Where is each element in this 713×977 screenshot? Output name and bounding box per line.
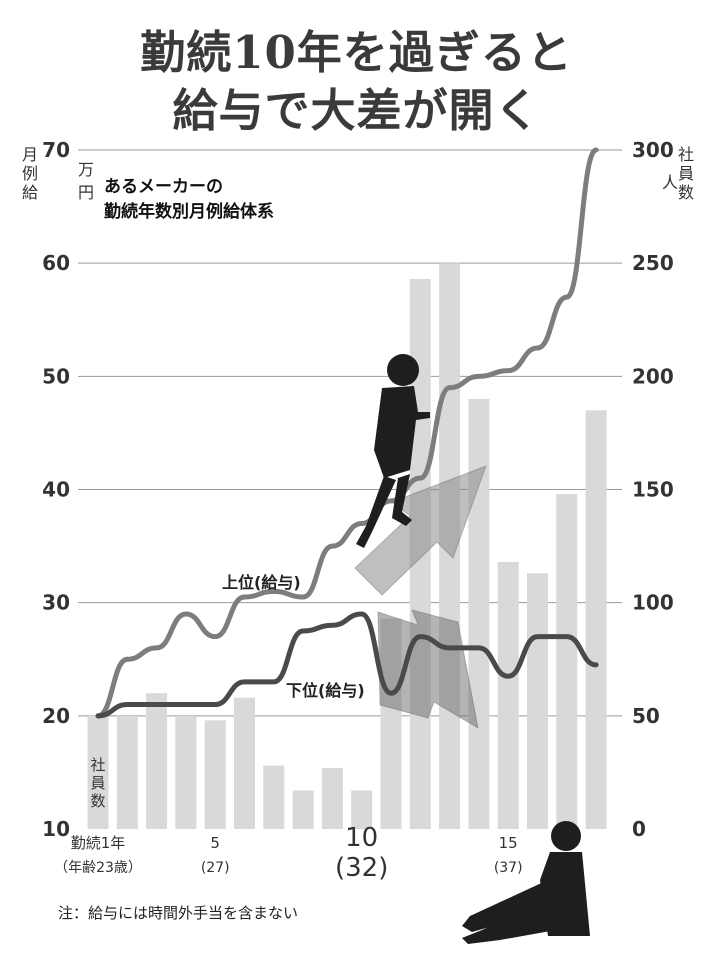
left-axis-unit: 万 — [78, 160, 94, 179]
bar — [527, 573, 548, 829]
x-tick-label: 15 — [499, 834, 518, 852]
x-tick-label: 勤続1年 — [71, 834, 126, 852]
bar — [87, 715, 109, 829]
right-tick-label: 150 — [632, 478, 674, 502]
right-axis-label: 社員数 — [678, 145, 694, 202]
bar — [351, 790, 373, 829]
sitter-head — [551, 821, 581, 851]
line-series: 上位(給与) 下位(給与) — [95, 147, 599, 719]
climbing-man-illustration — [356, 354, 430, 548]
right-axis-unit: 人 — [662, 173, 678, 192]
x-tick-label: 10 — [345, 823, 378, 853]
x-tick-label: 5 — [210, 834, 220, 852]
sitting-man-illustration — [462, 821, 590, 944]
sitter-leg-upper — [462, 880, 548, 932]
title-line-2: 給与で大差が開く — [172, 84, 541, 137]
title-line-1: 勤続10年を過ぎると — [140, 26, 573, 79]
climber-leg-left — [356, 476, 396, 548]
bar-series-label: 社員数 — [90, 756, 105, 810]
series-label-upper: 上位(給与) — [222, 573, 301, 592]
bar — [585, 410, 607, 829]
left-axis-unit: 円 — [78, 183, 94, 202]
chart-subtitle-line-1: あるメーカーの — [104, 177, 223, 197]
left-axis-label: 月例給 — [22, 145, 38, 202]
axis-label-char: 員 — [678, 164, 694, 183]
axes: 10203040506070050100150200250300月例給万円社員数… — [22, 138, 694, 883]
left-tick-label: 50 — [42, 364, 70, 388]
arrow-decorations — [354, 465, 487, 729]
left-tick-label: 60 — [42, 251, 70, 275]
down-arrow-icon — [377, 609, 479, 729]
left-tick-label: 40 — [42, 478, 70, 502]
right-tick-label: 250 — [632, 251, 674, 275]
right-tick-label: 300 — [632, 138, 674, 162]
sitter-leg-lower — [462, 900, 556, 944]
x-tick-sublabel: (27) — [201, 860, 230, 876]
bar — [321, 767, 343, 829]
chart-subtitle-line-2: 勤続年数別月例給体系 — [104, 201, 274, 222]
left-tick-label: 20 — [42, 704, 70, 728]
left-tick-label: 30 — [42, 591, 70, 615]
series-label-lower: 下位(給与) — [286, 681, 365, 700]
climber-leg-right — [392, 474, 412, 526]
x-tick-sublabel: (32) — [335, 853, 388, 883]
axis-label-char: 給 — [22, 183, 38, 202]
bar — [175, 715, 197, 829]
climber-head — [387, 354, 419, 386]
axis-label-char: 例 — [22, 164, 38, 183]
chart-subtitle: あるメーカーの 勤続年数別月例給体系 — [104, 177, 274, 222]
series-line-lower — [95, 611, 599, 719]
bar — [234, 697, 255, 829]
sitter-body — [540, 852, 590, 936]
axis-label-char: 社 — [90, 756, 105, 774]
left-tick-label: 10 — [42, 817, 70, 841]
bar — [263, 765, 285, 829]
right-tick-label: 50 — [632, 704, 660, 728]
bar — [204, 720, 226, 829]
footnote: 注：給与には時間外手当を含まない — [58, 904, 299, 922]
right-tick-label: 200 — [632, 364, 674, 388]
bar — [556, 494, 578, 829]
x-tick-sublabel: （年齢23歳） — [54, 860, 142, 876]
right-tick-label: 100 — [632, 591, 674, 615]
right-tick-label: 0 — [632, 817, 646, 841]
axis-label-char: 社 — [678, 145, 694, 164]
bar — [468, 398, 490, 829]
bar — [497, 561, 519, 829]
axis-label-char: 員 — [90, 774, 105, 792]
axis-label-char: 数 — [678, 183, 694, 202]
up-arrow-icon — [354, 465, 487, 596]
series-line-upper — [95, 147, 599, 719]
bar — [292, 790, 314, 829]
bar — [116, 715, 138, 829]
left-tick-label: 70 — [42, 138, 70, 162]
climber-body — [374, 386, 430, 478]
axis-label-char: 月 — [22, 145, 38, 164]
bar-series — [87, 263, 607, 830]
axis-label-char: 数 — [90, 792, 105, 810]
gridlines — [78, 149, 622, 717]
bar — [146, 693, 168, 829]
x-tick-sublabel: (37) — [494, 860, 523, 876]
